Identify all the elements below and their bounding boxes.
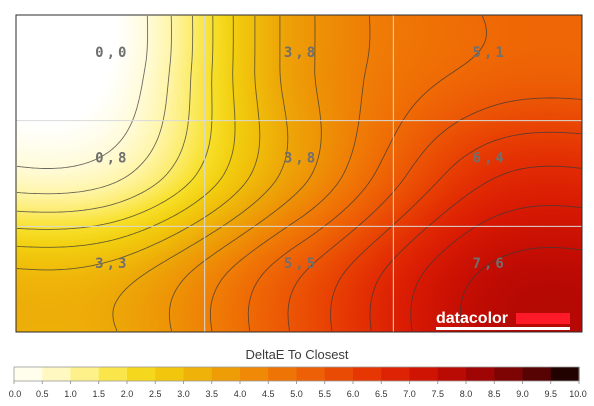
contour-line xyxy=(16,16,214,230)
color-scale-segment xyxy=(353,367,382,381)
color-scale-tick-label: 4.0 xyxy=(234,389,247,399)
color-scale-tick-label: 1.0 xyxy=(64,389,77,399)
contour-line xyxy=(247,15,487,332)
color-scale-tick-label: 9.5 xyxy=(544,389,557,399)
color-scale-tick-labels: 0.0 0.5 1.0 1.5 2.0 2.5 3.0 3.5 4.0 4.5 5.0 5.5 6.0 6… xyxy=(9,381,587,399)
contour-line xyxy=(16,15,149,169)
contour-lines xyxy=(16,15,582,332)
cell-value-label: 3,8 xyxy=(284,151,318,167)
cell-value-label: 3,3 xyxy=(95,256,129,272)
contour-line xyxy=(16,15,172,195)
color-scale-segment xyxy=(14,367,43,381)
contour-line xyxy=(287,97,582,332)
cell-value-label: 7,6 xyxy=(473,256,507,272)
color-scale-tick-label: 5.5 xyxy=(318,389,331,399)
contour-line xyxy=(330,131,582,332)
color-scale-tick-label: 9.0 xyxy=(516,389,529,399)
heatmap-plot-area: 0,0 3,8 5,1 0,8 3,8 6,4 3,3 5,5 7,6 xyxy=(16,15,582,332)
color-scale-tick-label: 0.5 xyxy=(36,389,49,399)
color-scale-tick-label: 4.5 xyxy=(262,389,275,399)
color-scale-segment xyxy=(98,367,128,381)
color-scale-segment xyxy=(183,367,213,381)
color-scale-bar xyxy=(13,366,580,382)
heatmap-surface xyxy=(16,15,582,332)
cell-value-labels: 0,0 3,8 5,1 0,8 3,8 6,4 3,3 5,5 7,6 xyxy=(95,45,507,272)
color-scale-segment xyxy=(127,367,156,381)
contour-line xyxy=(16,16,236,248)
color-scale-segment xyxy=(522,367,552,381)
contour-line xyxy=(369,165,582,332)
color-scale-segment xyxy=(324,367,354,381)
datacolor-logo-text: datacolor xyxy=(436,310,508,327)
datacolor-logo-underline xyxy=(436,327,570,330)
datacolor-logo: datacolor xyxy=(436,310,570,330)
plot-border xyxy=(15,14,583,333)
color-scale-tick-label: 6.5 xyxy=(375,389,388,399)
contour-line xyxy=(16,16,194,213)
color-scale-segment xyxy=(494,367,524,381)
color-scale-tick-label: 5.0 xyxy=(290,389,303,399)
color-scale-segment xyxy=(155,367,185,381)
color-scale-tick-label: 0.0 xyxy=(9,389,22,399)
color-scale-segment xyxy=(466,367,495,381)
contour-line xyxy=(168,16,322,332)
contour-line xyxy=(16,16,261,271)
color-scale-tick-label: 2.5 xyxy=(149,389,162,399)
color-scale-segment xyxy=(211,367,241,381)
color-scale-segment xyxy=(437,367,467,381)
color-scale-tick-label: 2.0 xyxy=(121,389,134,399)
contour-line xyxy=(410,205,582,332)
color-scale-tick-label: 10.0 xyxy=(569,389,587,399)
color-scale-segment xyxy=(550,367,580,381)
color-scale-segment xyxy=(381,367,411,381)
color-scale-tick-label: 1.5 xyxy=(92,389,105,399)
contour-line xyxy=(209,15,371,332)
color-scale-tick-label: 3.0 xyxy=(177,389,190,399)
color-scale-segment xyxy=(268,367,298,381)
cell-value-label: 0,8 xyxy=(95,151,129,167)
color-scale-segment xyxy=(42,367,72,381)
color-scale-tick-label: 7.5 xyxy=(431,389,444,399)
color-scale-tick-label: 8.5 xyxy=(488,389,501,399)
color-scale-segment xyxy=(70,367,100,381)
color-scale-segment xyxy=(409,367,439,381)
color-scale-tick-label: 6.0 xyxy=(347,389,360,399)
color-scale-tick-label: 3.5 xyxy=(205,389,218,399)
cell-value-label: 0,0 xyxy=(95,45,129,61)
cell-value-label: 5,1 xyxy=(473,45,507,61)
cell-value-label: 6,4 xyxy=(473,151,507,167)
datacolor-logo-bar xyxy=(516,313,570,324)
grid-lines xyxy=(16,15,582,332)
color-scale-segment xyxy=(296,367,326,381)
color-scale-tick-label: 7.0 xyxy=(403,389,416,399)
color-scale-segment xyxy=(240,367,269,381)
cell-value-label: 3,8 xyxy=(284,45,318,61)
color-scale-tick-label: 8.0 xyxy=(460,389,473,399)
contour-line xyxy=(459,247,582,332)
cell-value-label: 5,5 xyxy=(284,256,318,272)
color-scale-title: DeltaE To Closest xyxy=(245,347,348,362)
contour-line xyxy=(112,16,289,332)
